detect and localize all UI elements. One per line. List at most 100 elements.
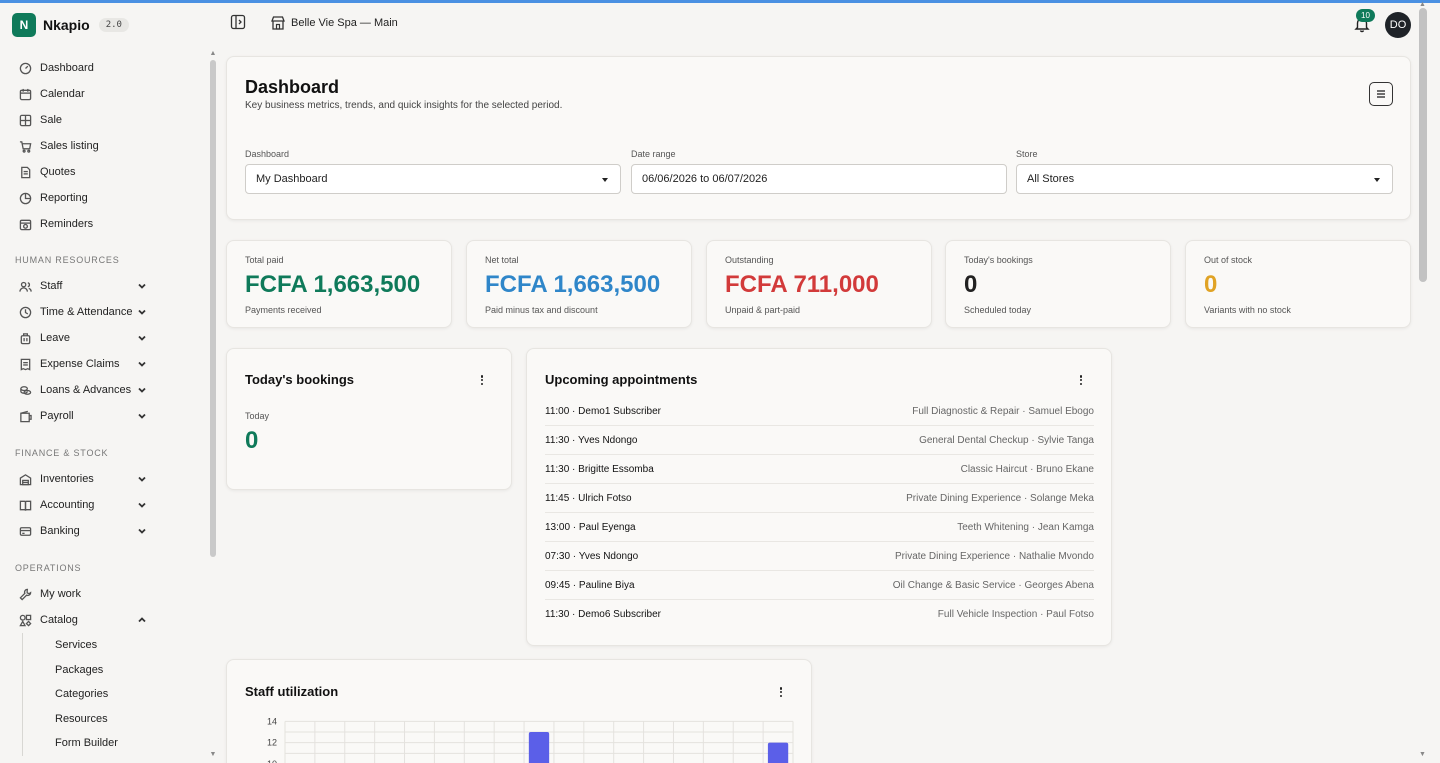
- bookings-count: 0: [245, 427, 259, 454]
- page-subtitle: Key business metrics, trends, and quick …: [245, 100, 563, 111]
- chevron-down-icon[interactable]: [137, 411, 147, 421]
- receipt-icon: [18, 357, 32, 371]
- sidebar-item-leave[interactable]: Leave: [0, 325, 208, 351]
- appointment-time-client: 09:45 · Pauline Biya: [545, 579, 635, 591]
- calendar-clock-icon: [19, 219, 31, 230]
- chevron-down-icon[interactable]: [137, 307, 147, 317]
- sidebar-item-label: Inventories: [40, 473, 94, 485]
- chevron-down-icon[interactable]: [137, 359, 147, 369]
- sidebar-item-label: Expense Claims: [40, 358, 120, 370]
- sidebar-item-expense-claims[interactable]: Expense Claims: [0, 351, 208, 377]
- chart-bar: [767, 742, 789, 763]
- shapes-icon: [18, 614, 32, 627]
- store-select[interactable]: All Stores: [1016, 164, 1393, 194]
- sidebar-item-label: Catalog: [40, 614, 78, 626]
- brand[interactable]: N Nkapio 2.0: [12, 13, 129, 37]
- sidebar-subitem-packages[interactable]: Packages: [55, 663, 104, 676]
- page-scrollbar-thumb[interactable]: [1419, 8, 1427, 282]
- chevron-down-icon[interactable]: [137, 526, 147, 536]
- chart-y-tick-label: 10: [267, 759, 277, 763]
- chart-bar: [528, 732, 550, 763]
- sidebar-item-accounting[interactable]: Accounting: [0, 492, 208, 518]
- sidebar-item-reporting[interactable]: Reporting: [0, 185, 208, 211]
- sidebar-scroll-down-icon[interactable]: ▼: [209, 751, 217, 758]
- date-range-input[interactable]: 06/06/2026 to 06/07/2026: [631, 164, 1007, 194]
- section-label-operations: OPERATIONS: [15, 563, 82, 573]
- appointment-time-client: 07:30 · Yves Ndongo: [545, 550, 639, 562]
- sidebar-item-staff[interactable]: Staff: [0, 273, 208, 299]
- users-icon: [18, 279, 32, 293]
- stat-caption: Paid minus tax and discount: [485, 305, 598, 315]
- sidebar-scroll-up-icon[interactable]: ▲: [209, 50, 217, 57]
- dashboard-menu-button[interactable]: [1369, 82, 1393, 106]
- app-name: Nkapio: [43, 17, 90, 33]
- coins-icon: [18, 383, 32, 397]
- sidebar-item-inventories[interactable]: Inventories: [0, 466, 208, 492]
- sidebar-item-time-attendance[interactable]: Time & Attendance: [0, 299, 208, 325]
- sidebar-subitem-services[interactable]: Services: [55, 639, 98, 652]
- sidebar: N Nkapio 2.0 Dashboard Calendar Sale Sales …: [0, 3, 208, 763]
- section-label-human-resources: HUMAN RESOURCES: [15, 255, 120, 265]
- appointment-row[interactable]: 11:00 · Demo1 Subscriber Full Diagnostic …: [545, 397, 1094, 426]
- chevron-down-icon[interactable]: [137, 281, 147, 291]
- notification-count-badge: 10: [1356, 9, 1375, 22]
- top-accent-line: [0, 0, 1440, 3]
- sidebar-item-dashboard[interactable]: Dashboard: [0, 55, 208, 81]
- page-scroll-down-icon[interactable]: ▼: [1419, 751, 1426, 758]
- sidebar-toggle-icon[interactable]: [230, 14, 246, 30]
- wrench-icon: [18, 587, 32, 601]
- sidebar-item-my-work[interactable]: My work: [0, 581, 208, 607]
- sidebar-item-loans-advances[interactable]: Loans & Advances: [0, 377, 208, 403]
- sidebar-item-banking[interactable]: Banking: [0, 518, 208, 544]
- dashboard-select[interactable]: My Dashboard: [245, 164, 621, 194]
- gauge-icon: [19, 62, 31, 74]
- clock-icon: [19, 306, 31, 318]
- sidebar-subitem-form-builder[interactable]: Form Builder: [55, 737, 118, 750]
- sidebar-item-quotes[interactable]: Quotes: [0, 159, 208, 185]
- stat-label: Net total: [485, 255, 519, 265]
- chevron-down-icon[interactable]: [137, 474, 147, 484]
- appointment-row[interactable]: 11:30 · Demo6 Subscriber Full Vehicle Ins…: [545, 600, 1094, 629]
- more-options-icon[interactable]: [1075, 373, 1087, 387]
- sidebar-item-calendar[interactable]: Calendar: [0, 81, 208, 107]
- sidebar-item-reminders[interactable]: Reminders: [0, 211, 208, 237]
- sidebar-scrollbar-thumb[interactable]: [210, 60, 216, 557]
- appointment-row[interactable]: 11:30 · Brigitte Essomba Classic Haircut …: [545, 455, 1094, 484]
- appointment-row[interactable]: 11:45 · Ulrich Fotso Private Dining Exper…: [545, 484, 1094, 513]
- chevron-down-icon[interactable]: [137, 333, 147, 343]
- stat-caption: Variants with no stock: [1204, 305, 1291, 315]
- gauge-icon: [18, 61, 32, 75]
- appointment-time-client: 11:00 · Demo1 Subscriber: [545, 405, 661, 417]
- luggage-icon: [18, 331, 32, 345]
- sidebar-item-sales-listing[interactable]: Sales listing: [0, 133, 208, 159]
- sidebar-item-label: Banking: [40, 525, 80, 537]
- stat-label: Out of stock: [1204, 255, 1253, 265]
- more-options-icon[interactable]: [775, 685, 787, 699]
- staff-utilization-card: Staff utilization 14 12 10: [226, 659, 812, 763]
- receipt-icon: [20, 358, 30, 371]
- appointment-row[interactable]: 11:30 · Yves Ndongo General Dental Checku…: [545, 426, 1094, 455]
- sidebar-item-sale[interactable]: Sale: [0, 107, 208, 133]
- appointment-time-client: 11:30 · Demo6 Subscriber: [545, 609, 661, 620]
- chevron-down-icon[interactable]: [137, 500, 147, 510]
- stat-caption: Unpaid & part-paid: [725, 305, 801, 315]
- current-store-name[interactable]: Belle Vie Spa — Main: [291, 17, 398, 29]
- more-options-icon[interactable]: [476, 373, 488, 387]
- appointment-row[interactable]: 09:45 · Pauline Biya Oil Change & Basic S…: [545, 571, 1094, 600]
- sidebar-item-label: Staff: [40, 280, 63, 292]
- store-icon[interactable]: [270, 15, 286, 31]
- sidebar-nav: Dashboard Calendar Sale Sales listing Quotes…: [0, 55, 208, 756]
- sidebar-subitem-categories[interactable]: Categories: [55, 688, 109, 701]
- page-scroll-up-icon[interactable]: ▲: [1419, 1, 1426, 8]
- appointment-row[interactable]: 07:30 · Yves Ndongo Private Dining Experi…: [545, 542, 1094, 571]
- sidebar-item-catalog[interactable]: Catalog: [0, 607, 208, 633]
- sidebar-subitem-resources[interactable]: Resources: [55, 712, 108, 725]
- chevron-down-icon[interactable]: [137, 385, 147, 395]
- stat-card: Outstanding FCFA 711,000 Unpaid & part-pai…: [706, 240, 932, 328]
- sidebar-item-payroll[interactable]: Payroll: [0, 403, 208, 429]
- appointment-row[interactable]: 13:00 · Paul Eyenga Teeth Whitening · Jea…: [545, 513, 1094, 542]
- user-avatar[interactable]: DO: [1385, 12, 1411, 38]
- chevron-up-icon[interactable]: [137, 615, 147, 625]
- store-select-label: Store: [1016, 149, 1038, 159]
- appointment-service-staff: Private Dining Experience · Nathalie Mvo…: [895, 550, 1094, 562]
